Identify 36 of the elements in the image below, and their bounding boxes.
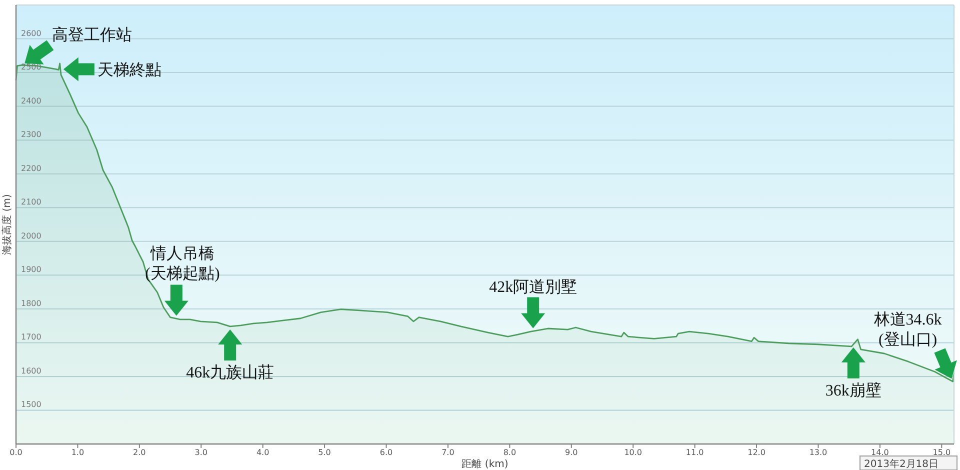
x-tick-label: 5.0 <box>318 448 331 457</box>
y-tick-label: 1800 <box>21 298 42 308</box>
y-axis-title: 海拔高度 (m) <box>1 194 13 255</box>
x-tick-label: 4.0 <box>256 448 270 457</box>
annotation: 42k阿道別墅 <box>489 279 578 296</box>
text: 2013年2月18日 <box>864 458 939 470</box>
y-tick-label: 2100 <box>21 198 42 207</box>
x-tick-label: 0.0 <box>10 448 22 457</box>
x-tick-label: 1.0 <box>71 448 84 457</box>
annotation: 46k九族山莊 <box>186 363 274 382</box>
x-tick-label: 3.0 <box>194 448 208 457</box>
x-tick-label: 13.0 <box>809 448 828 457</box>
y-tick-label: 1600 <box>21 366 42 376</box>
annotation: 36k崩壁 <box>825 381 882 400</box>
x-tick-label: 7.0 <box>442 448 454 457</box>
x-tick-label: 9.0 <box>565 448 578 457</box>
x-axis-title: 距離 (km) <box>462 458 508 470</box>
x-tick-label: 15.0 <box>932 448 951 457</box>
x-tick-label: 10.0 <box>624 448 642 457</box>
x-tick-label: 14.0 <box>871 448 889 457</box>
y-tick-label: 2300 <box>21 130 42 140</box>
y-tick-label: 1900 <box>21 265 42 274</box>
y-tick-label: 2000 <box>21 231 42 240</box>
x-tick-label: 12.0 <box>748 448 766 457</box>
y-tick-label: 2200 <box>21 164 42 173</box>
x-tick-label: 2.0 <box>133 448 146 457</box>
x-tick-label: 8.0 <box>503 448 516 457</box>
annotation: 高登工作站 <box>52 26 132 44</box>
annotation: 林道34.6k (登山口) <box>872 310 942 349</box>
y-tick-label: 2600 <box>21 28 42 38</box>
y-tick-label: 2400 <box>21 96 42 106</box>
y-tick-label: 1700 <box>21 332 42 342</box>
x-tick-label: 6.0 <box>380 448 393 457</box>
annotation: 天梯終點 <box>97 62 162 80</box>
x-tick-label: 11.0 <box>686 448 704 457</box>
y-tick-label: 1500 <box>21 400 42 410</box>
